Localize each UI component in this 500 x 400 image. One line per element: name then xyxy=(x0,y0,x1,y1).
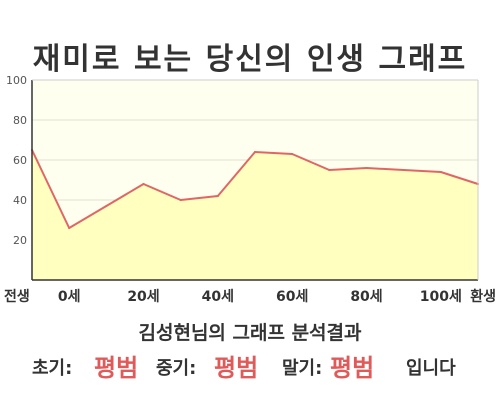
series-line-segment xyxy=(365,167,405,171)
series-line-segment xyxy=(439,171,479,185)
result-suffix: 입니다 xyxy=(406,358,456,379)
mid-label: 중기: xyxy=(156,358,197,379)
y-tick-label: 40 xyxy=(13,194,27,207)
data-point xyxy=(291,153,294,155)
result-line: 초기: 평범 중기: 평범 말기: 평범 입니다 xyxy=(0,346,500,382)
page-title: 재미로 보는 당신의 인생 그래프 xyxy=(32,42,468,77)
x-tick-label: 60세 xyxy=(276,289,308,305)
data-point xyxy=(216,195,219,197)
x-tick-label: 80세 xyxy=(350,289,382,305)
early-value: 평범 xyxy=(94,354,139,382)
series-line-segment xyxy=(216,151,256,197)
data-point xyxy=(439,171,442,173)
series-line-segment xyxy=(402,169,442,173)
mid-value: 평범 xyxy=(214,354,259,382)
y-tick-label: 60 xyxy=(13,154,27,167)
series-line-segment xyxy=(142,183,182,201)
data-point xyxy=(402,169,405,171)
data-point xyxy=(365,167,368,169)
data-point xyxy=(254,151,256,153)
analysis-summary: 김성현님의 그래프 분석결과 xyxy=(138,322,362,344)
series-line-segment xyxy=(68,205,108,229)
data-point xyxy=(105,205,108,207)
data-point xyxy=(328,169,331,171)
x-tick-label: 전생 xyxy=(4,288,30,305)
series-line-segment xyxy=(254,151,294,155)
late-value: 평범 xyxy=(330,354,375,382)
area-fill xyxy=(32,150,478,280)
data-point xyxy=(68,227,71,229)
x-tick-label: 환생 xyxy=(470,288,496,305)
life-graph-chart: 20 40 60 80 100 전생 0세 20세 40세 60세 80세 100세 환생 xyxy=(4,74,496,305)
series-line-segment xyxy=(105,183,145,207)
data-point xyxy=(179,199,182,201)
early-label: 초기: xyxy=(32,358,73,379)
x-tick-label: 40세 xyxy=(202,289,234,305)
series-line-segment xyxy=(179,195,219,201)
late-label: 말기: xyxy=(282,358,323,379)
y-tick-label: 100 xyxy=(6,74,27,87)
x-tick-label: 20세 xyxy=(127,289,159,305)
x-tick-label: 0세 xyxy=(58,289,81,305)
x-tick-label: 100세 xyxy=(420,289,462,305)
series-line-segment xyxy=(31,149,71,229)
data-point xyxy=(142,183,145,185)
y-tick-label: 20 xyxy=(13,234,27,247)
y-tick-label: 80 xyxy=(13,114,27,127)
series-line-segment xyxy=(291,153,331,171)
series-line-segment xyxy=(328,167,368,171)
